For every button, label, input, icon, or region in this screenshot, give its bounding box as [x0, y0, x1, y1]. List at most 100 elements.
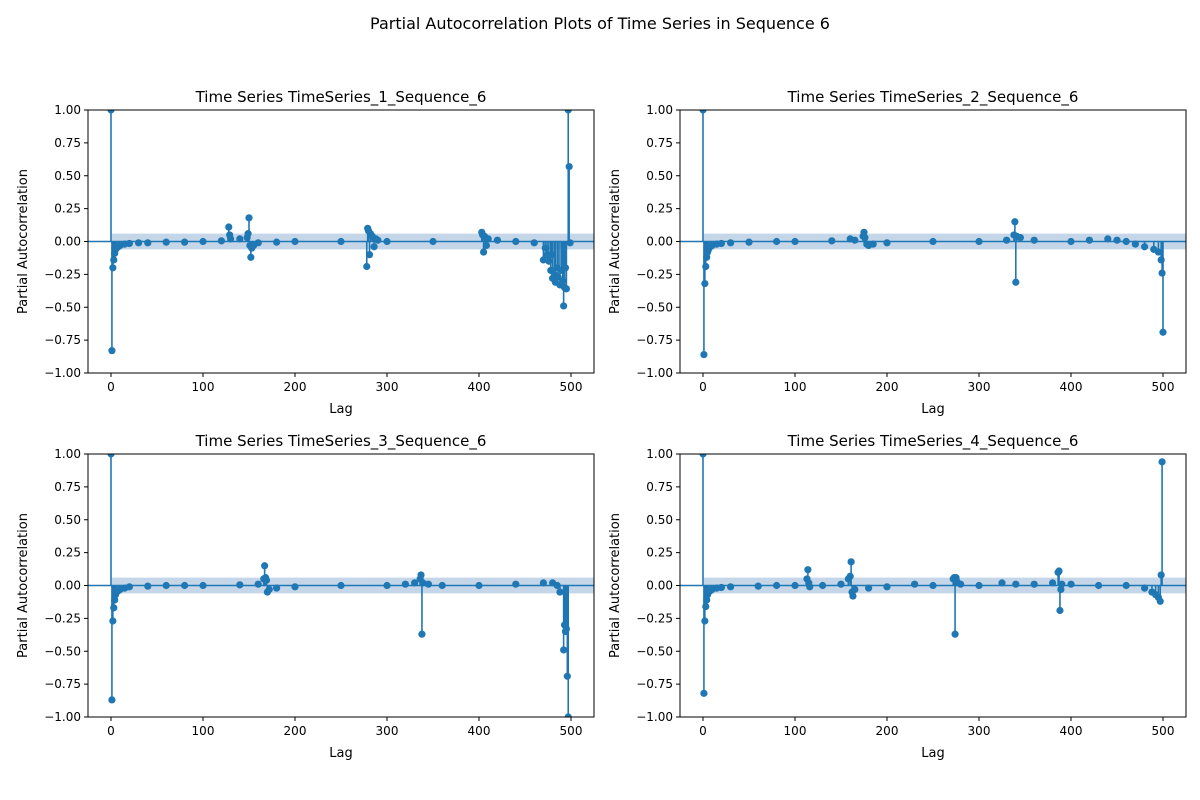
- y-tick-label: 0.25: [54, 546, 81, 560]
- stem-marker: [225, 223, 233, 231]
- stem-marker: [482, 241, 490, 250]
- stem-marker: [110, 604, 118, 612]
- stem-marker: [1003, 236, 1011, 244]
- stem-marker: [804, 566, 812, 574]
- stem-marker: [337, 581, 345, 590]
- x-axis-label: Lag: [921, 402, 944, 417]
- stem-marker: [512, 580, 520, 588]
- stem-marker: [727, 583, 735, 591]
- stem-marker: [227, 235, 235, 243]
- stem-marker: [236, 581, 244, 589]
- stem-marker: [1122, 237, 1130, 246]
- stem-marker: [254, 580, 262, 588]
- x-tick-label: 0: [699, 724, 707, 738]
- y-tick-label: 0.50: [54, 169, 81, 183]
- stem-marker: [107, 110, 115, 114]
- subplot-title: Time Series TimeSeries_1_Sequence_6: [195, 88, 487, 107]
- stem-marker: [374, 236, 382, 244]
- stem-marker: [1049, 579, 1057, 587]
- y-tick-label: −0.75: [44, 333, 81, 347]
- stem-marker: [1141, 584, 1149, 592]
- stem-marker: [247, 253, 255, 261]
- stem-marker: [108, 696, 116, 704]
- subplot-title: Time Series TimeSeries_2_Sequence_6: [787, 88, 1079, 107]
- y-tick-label: 0.75: [54, 480, 81, 494]
- stem-marker: [791, 237, 799, 246]
- stem-marker: [365, 251, 374, 259]
- x-tick-label: 100: [784, 724, 807, 738]
- stem-marker: [562, 285, 571, 293]
- stem-marker: [162, 238, 170, 246]
- stem-marker: [553, 581, 561, 590]
- stem-marker: [1030, 236, 1038, 244]
- y-tick-label: −0.25: [44, 267, 81, 281]
- stem-marker: [1012, 278, 1020, 286]
- stem-marker: [291, 583, 299, 591]
- stem-marker: [493, 236, 501, 244]
- y-tick-label: 0.25: [646, 546, 673, 560]
- y-axis-label: Partial Autocorrelation: [16, 513, 31, 658]
- stem-marker: [484, 235, 492, 243]
- stem-marker: [125, 583, 133, 591]
- stem-marker: [701, 617, 709, 625]
- y-tick-label: 1.00: [646, 447, 673, 461]
- x-tick-label: 200: [876, 380, 899, 394]
- y-tick-label: 0.50: [54, 513, 81, 527]
- y-tick-label: −1.00: [44, 366, 81, 380]
- stem-marker: [1016, 233, 1024, 242]
- stem-marker: [1030, 580, 1038, 588]
- stem-marker: [1085, 236, 1093, 244]
- stem-marker: [851, 236, 859, 244]
- stem-marker: [417, 571, 425, 579]
- y-tick-label: −0.25: [636, 267, 673, 281]
- y-tick-label: −0.50: [636, 300, 673, 314]
- stem-marker: [1012, 580, 1020, 588]
- y-tick-label: 0.25: [646, 202, 673, 216]
- stem-marker: [539, 579, 548, 587]
- plot-area: [88, 110, 594, 355]
- stem-marker: [556, 588, 564, 596]
- y-tick-label: −0.50: [44, 644, 81, 658]
- stem-marker: [929, 237, 937, 246]
- y-tick-label: 0.75: [646, 480, 673, 494]
- x-tick-label: 300: [376, 380, 399, 394]
- stem-marker: [883, 583, 891, 591]
- stem-marker: [418, 630, 426, 638]
- stem-marker: [110, 256, 118, 264]
- stem-marker: [363, 262, 371, 271]
- stem-marker: [162, 581, 170, 590]
- stem-marker: [883, 239, 891, 247]
- stem-marker: [337, 237, 345, 246]
- stem-marker: [181, 238, 189, 246]
- stem-marker: [699, 454, 707, 458]
- x-tick-label: 300: [376, 724, 399, 738]
- stem-marker: [1158, 269, 1166, 277]
- stem-marker: [370, 243, 378, 251]
- stem-marker: [236, 235, 244, 243]
- stem-marker: [849, 592, 857, 600]
- x-tick-label: 100: [192, 724, 215, 738]
- stem-marker: [773, 581, 781, 590]
- stem-marker: [819, 581, 827, 590]
- stem-marker: [566, 239, 574, 247]
- y-tick-label: 0.00: [646, 579, 673, 593]
- stem-marker: [1055, 567, 1063, 575]
- stem-marker: [1156, 597, 1164, 605]
- y-tick-label: 0.75: [646, 136, 673, 150]
- x-tick-label: 300: [968, 380, 991, 394]
- y-axis-label: Partial Autocorrelation: [16, 169, 31, 314]
- stem-marker: [245, 214, 253, 222]
- y-tick-label: 0.00: [54, 235, 81, 249]
- stem-marker: [1095, 581, 1103, 590]
- stem-marker: [957, 580, 965, 588]
- stem-marker: [254, 239, 262, 247]
- x-axis-label: Lag: [329, 402, 352, 417]
- x-tick-label: 100: [784, 380, 807, 394]
- y-tick-label: 0.75: [54, 136, 81, 150]
- x-tick-label: 500: [1152, 380, 1175, 394]
- plot-area: [680, 110, 1186, 359]
- y-tick-label: 0.50: [646, 513, 673, 527]
- stem-marker: [1141, 243, 1149, 251]
